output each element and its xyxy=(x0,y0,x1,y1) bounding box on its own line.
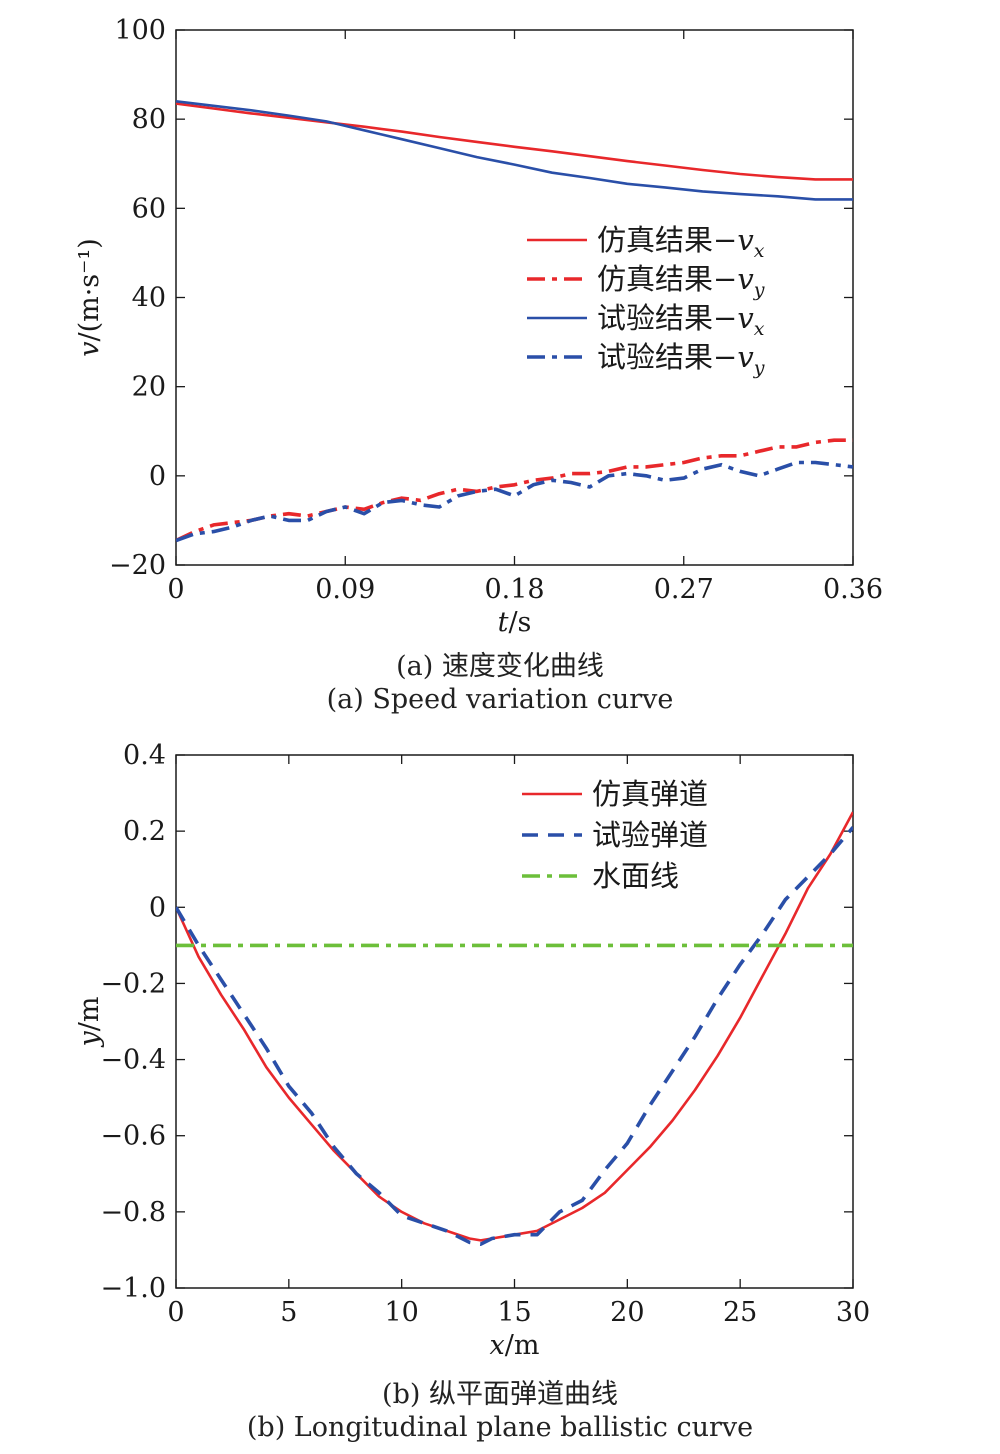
chart-speed-variation: 0 0.09 0.18 0.27 0.36−20020406080100t/sv/(m·… xyxy=(74,15,883,638)
y-tick-label: −0.2 xyxy=(100,968,166,999)
y-tick-label: 0 xyxy=(149,461,166,492)
x-tick-label: 20 xyxy=(610,1297,644,1328)
plot-frame xyxy=(175,754,854,1289)
y-tick-label: 0 xyxy=(149,892,166,923)
series-line-2 xyxy=(176,438,853,543)
legend-label-3: 水面线 xyxy=(592,859,679,893)
x-axis-label: x/m xyxy=(490,1330,540,1361)
legend-label-1: 仿真弹道 xyxy=(592,777,708,811)
y-tick-label: −1.0 xyxy=(100,1273,166,1304)
series-line-4 xyxy=(176,460,853,543)
y-tick-label: −0.6 xyxy=(100,1121,166,1152)
x-axis-label: t/s xyxy=(498,607,532,638)
y-tick-label: −0.4 xyxy=(100,1045,166,1076)
x-tick-label: 5 xyxy=(280,1297,297,1328)
x-tick-label: 25 xyxy=(723,1297,757,1328)
legend-label-1: 仿真结果−vx xyxy=(597,223,765,262)
x-tick-label: 0.36 xyxy=(823,574,883,605)
y-tick-label: 0.4 xyxy=(123,740,166,771)
series-line-2 xyxy=(176,826,853,1246)
x-tick-label: 0.09 xyxy=(315,574,375,605)
x-tick-label: 0.18 xyxy=(484,574,544,605)
series-line-1 xyxy=(176,811,853,1242)
x-tick-label: 10 xyxy=(384,1297,418,1328)
y-tick-label: 0.2 xyxy=(123,816,166,847)
y-tick-label: 20 xyxy=(132,372,166,403)
legend-label-3: 试验结果−vx xyxy=(597,301,765,340)
x-tick-label: 30 xyxy=(836,1297,870,1328)
caption-b-english: (b) Longitudinal plane ballistic curve xyxy=(246,1412,754,1443)
y-tick-label: 100 xyxy=(114,15,166,46)
y-tick-label: 80 xyxy=(132,104,166,135)
y-tick-label: −20 xyxy=(109,550,166,581)
x-tick-label: 0 xyxy=(167,574,184,605)
x-tick-label: 15 xyxy=(497,1297,531,1328)
chart-ballistic-trajectory: 0 5 10 15 20 25 30 −1.0 −0.8 −0.6 −0.4 −0.2 0 0.2 0.4 x… xyxy=(74,740,870,1361)
legend-label-4: 试验结果−vy xyxy=(597,340,765,379)
legend-label-2: 仿真结果−vy xyxy=(597,262,765,301)
series-line-1 xyxy=(176,102,853,181)
y-tick-label: −0.8 xyxy=(100,1197,166,1228)
caption-a-english: (a) Speed variation curve xyxy=(326,684,674,715)
series-line-3 xyxy=(176,100,853,201)
y-axis-label: y/m xyxy=(74,997,105,1048)
caption-b-chinese: (b) 纵平面弹道曲线 xyxy=(382,1379,618,1410)
y-axis-label: v/(m·s⁻¹) xyxy=(74,238,105,357)
y-tick-label: 60 xyxy=(132,193,166,224)
x-tick-label: 0.27 xyxy=(654,574,714,605)
legend-label-2: 试验弹道 xyxy=(592,818,708,852)
y-tick-label: 40 xyxy=(132,283,166,314)
caption-a-chinese: (a) 速度变化曲线 xyxy=(396,651,604,682)
x-tick-label: 0 xyxy=(167,1297,184,1328)
